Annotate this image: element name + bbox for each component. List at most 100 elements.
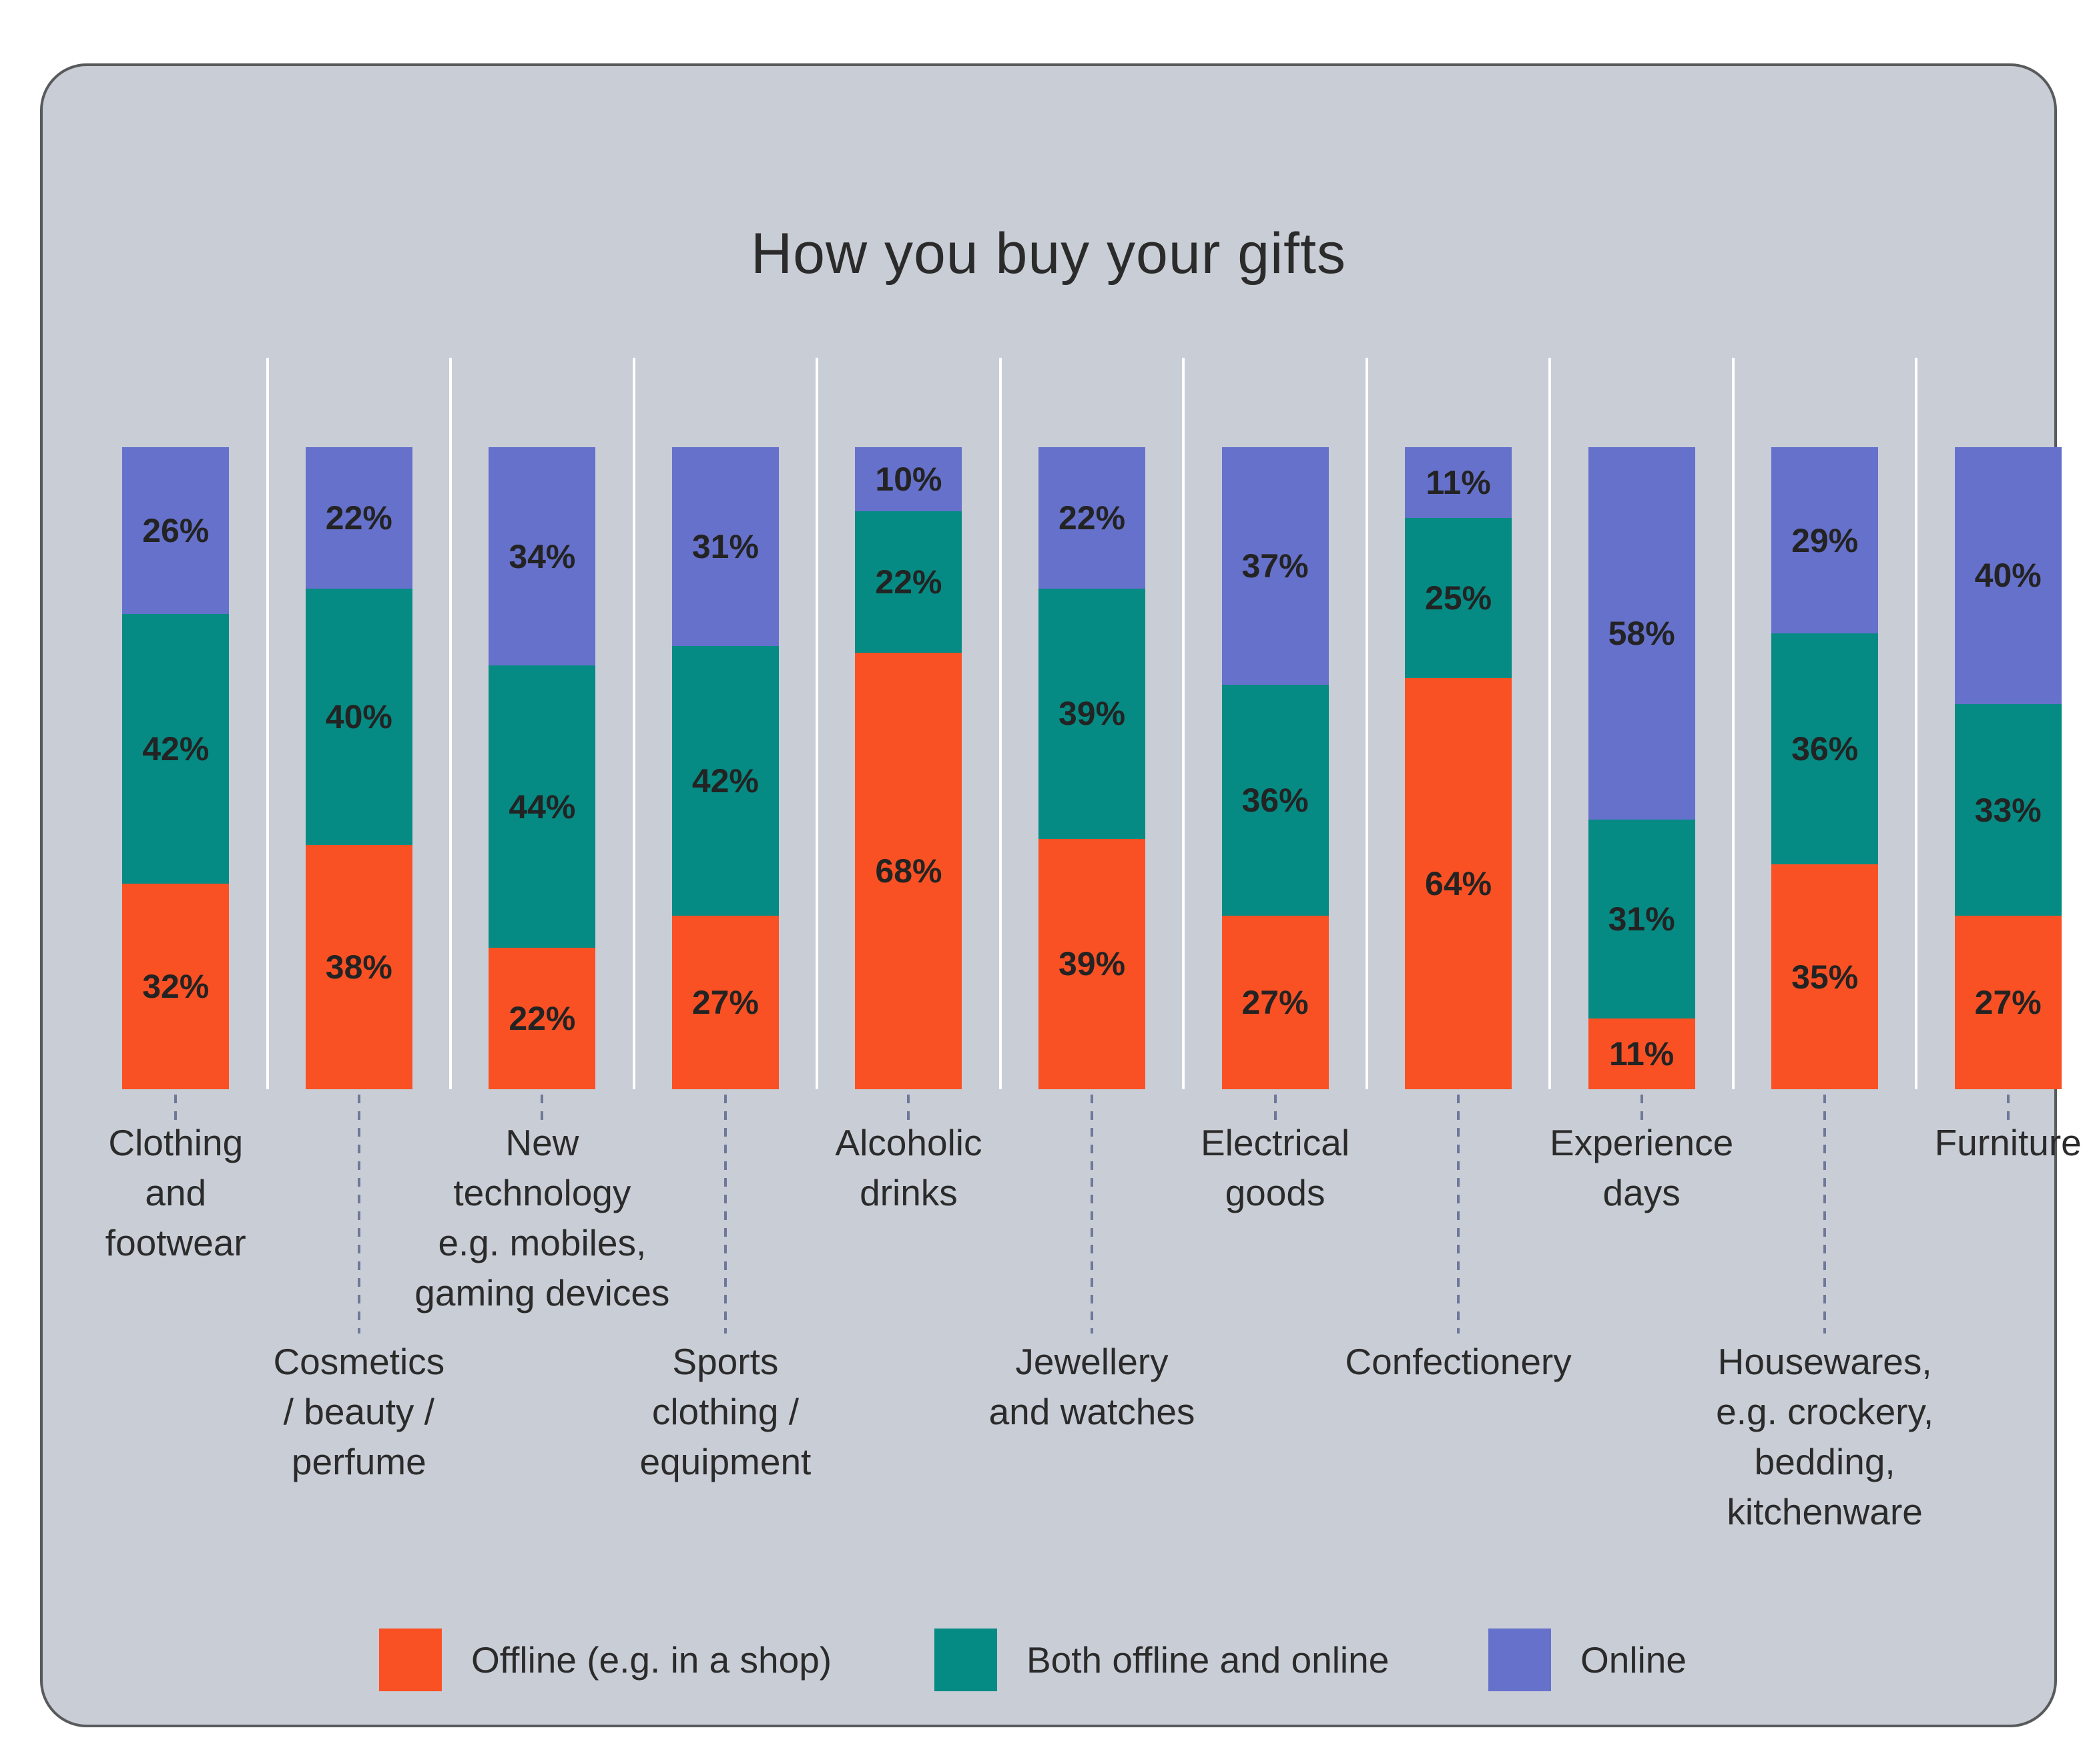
bar-segment-both-offline-and-online: 42%	[671, 646, 779, 916]
bar-segment-both-offline-and-online: 25%	[1405, 517, 1512, 679]
gridline	[1548, 358, 1552, 1089]
segment-value-label: 32%	[142, 968, 210, 1006]
category-label: Sports clothing / equipment	[639, 1337, 811, 1487]
plot-area: 26% 42% 32% Clothing and footwear 22% 40% 38% Cos…	[84, 66, 2097, 1764]
category-label-line: clothing /	[651, 1391, 799, 1432]
legend-item-online: Online	[1488, 1629, 1687, 1691]
category-label-line: equipment	[639, 1441, 812, 1482]
category-label: New technology e.g. mobiles, gaming devices	[414, 1118, 669, 1318]
bar-segment-offline: 11%	[1588, 1018, 1695, 1089]
bar-segment-offline: 68%	[855, 652, 962, 1089]
leader-line	[357, 1095, 360, 1334]
segment-value-label: 27%	[1974, 984, 2042, 1022]
segment-value-label: 27%	[1241, 984, 1309, 1022]
leader-line	[1091, 1095, 1093, 1334]
category-label: Confectionery	[1345, 1337, 1571, 1387]
bar-group: 11% 25% 64%	[1405, 447, 1512, 1089]
category-label-line: Cosmetics	[273, 1341, 445, 1382]
bar-segment-offline: 32%	[122, 884, 230, 1089]
category-label-line: New	[505, 1122, 579, 1163]
bar-segment-offline: 38%	[305, 845, 412, 1089]
category-label-line: Experience	[1550, 1122, 1734, 1163]
segment-value-label: 27%	[691, 984, 759, 1022]
leader-line	[1640, 1095, 1643, 1121]
leader-line	[1273, 1095, 1277, 1121]
gridline	[266, 358, 269, 1089]
category-label: Furniture	[1935, 1118, 2082, 1168]
gridline	[632, 358, 635, 1089]
segment-value-label: 10%	[875, 461, 942, 499]
legend-label: Online	[1580, 1639, 1687, 1681]
category-label-line: drinks	[860, 1172, 958, 1213]
category-label-line: perfume	[291, 1441, 426, 1482]
category-label-line: technology	[453, 1172, 631, 1213]
leader-line	[1457, 1095, 1460, 1334]
legend-swatch-online	[1488, 1629, 1551, 1691]
segment-value-label: 22%	[509, 1000, 576, 1038]
gridline	[998, 358, 1002, 1089]
category-label-line: Jewellery	[1015, 1341, 1169, 1382]
segment-value-label: 44%	[509, 788, 576, 826]
bar-segment-offline: 27%	[671, 916, 779, 1089]
legend-label: Both offline and online	[1026, 1639, 1390, 1681]
bar-segment-offline: 64%	[1405, 678, 1512, 1089]
segment-value-label: 11%	[1608, 1035, 1675, 1073]
bar-group: 40% 33% 27%	[1954, 447, 2062, 1089]
category-label: Clothing and footwear	[105, 1118, 246, 1268]
bar-segment-online: 26%	[122, 447, 230, 615]
category-label-line: Confectionery	[1345, 1341, 1572, 1382]
leader-line	[1823, 1095, 1827, 1334]
segment-value-label: 22%	[875, 563, 942, 601]
bar-group: 26% 42% 32%	[122, 447, 230, 1089]
category-label-line: Electrical	[1200, 1122, 1350, 1163]
bar-segment-online: 11%	[1405, 447, 1512, 518]
segment-value-label: 40%	[1974, 557, 2042, 595]
category-label: Experience days	[1550, 1118, 1733, 1218]
category-label-line: and watches	[988, 1391, 1195, 1432]
bar-group: 58% 31% 11%	[1588, 447, 1695, 1089]
bar-segment-online: 22%	[305, 447, 412, 589]
leader-line	[541, 1095, 544, 1121]
bar-segment-online: 40%	[1954, 447, 2062, 704]
gridline	[816, 358, 819, 1089]
segment-value-label: 22%	[325, 499, 392, 537]
category-label-line: e.g. mobiles,	[438, 1222, 647, 1263]
chart-title: How you buy your gifts	[751, 222, 1346, 286]
category-label-line: e.g. crockery,	[1716, 1391, 1934, 1432]
bar-segment-online: 37%	[1221, 447, 1329, 685]
bar-segment-online: 58%	[1588, 447, 1695, 820]
category-label-line: Clothing	[108, 1122, 244, 1163]
segment-value-label: 25%	[1425, 579, 1492, 617]
bar-segment-offline: 22%	[489, 948, 596, 1089]
leader-line	[2006, 1095, 2010, 1121]
gridline	[1915, 358, 1918, 1089]
bar-group: 10% 22% 68%	[855, 447, 962, 1089]
leader-line	[723, 1095, 727, 1334]
segment-value-label: 33%	[1974, 791, 2042, 829]
segment-value-label: 39%	[1058, 945, 1126, 983]
bar-segment-online: 34%	[489, 447, 596, 666]
bar-segment-both-offline-and-online: 42%	[122, 614, 230, 884]
segment-value-label: 11%	[1426, 463, 1491, 501]
gridline	[1182, 358, 1185, 1089]
bar-segment-both-offline-and-online: 44%	[489, 665, 596, 948]
segment-value-label: 35%	[1791, 958, 1859, 996]
bar-group: 22% 40% 38%	[305, 447, 412, 1089]
segment-value-label: 22%	[1058, 499, 1126, 537]
category-label-line: / beauty /	[283, 1391, 434, 1432]
gridline	[1731, 358, 1735, 1089]
legend: Offline (e.g. in a shop) Both offline and…	[43, 1629, 2054, 1691]
segment-value-label: 26%	[142, 512, 210, 550]
leader-line	[907, 1095, 910, 1121]
category-label-line: and	[145, 1172, 207, 1213]
bar-segment-both-offline-and-online: 36%	[1771, 633, 1879, 865]
category-label-line: kitchenware	[1727, 1491, 1923, 1532]
legend-item-both-offline-and-online: Both offline and online	[934, 1629, 1389, 1691]
category-label: Electrical goods	[1201, 1118, 1350, 1218]
category-label-line: Housewares,	[1717, 1341, 1932, 1382]
segment-value-label: 34%	[509, 537, 576, 575]
bar-segment-online: 22%	[1038, 447, 1145, 589]
category-label: Cosmetics / beauty / perfume	[273, 1337, 444, 1487]
category-label-line: Sports	[672, 1341, 779, 1382]
bar-segment-both-offline-and-online: 39%	[1038, 588, 1145, 839]
